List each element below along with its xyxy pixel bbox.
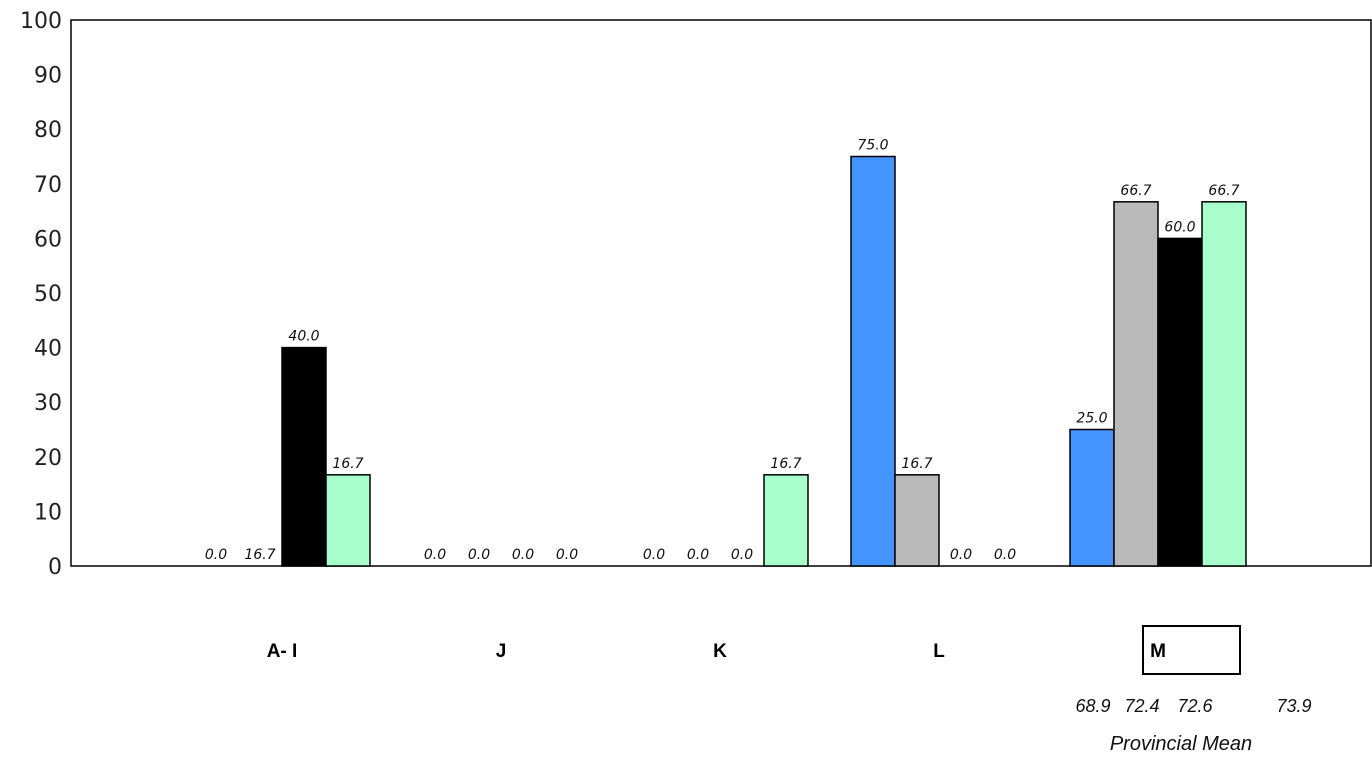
category-label: J bbox=[496, 641, 507, 662]
bar bbox=[850, 155, 896, 567]
provincial-mean-values: 68.9 72.4 72.6 73.9 bbox=[1075, 696, 1311, 716]
data-label: 75.0 bbox=[857, 138, 888, 154]
category-labels-group: A- I J K L M bbox=[267, 641, 1166, 662]
y-tick-label: 40 bbox=[34, 337, 62, 362]
y-tick-label: 30 bbox=[34, 391, 62, 416]
data-label: 40.0 bbox=[288, 329, 319, 345]
y-tick-label: 90 bbox=[34, 64, 62, 89]
y-tick-label: 80 bbox=[34, 118, 62, 143]
bar bbox=[894, 474, 940, 567]
category-label: L bbox=[933, 641, 945, 662]
data-label: 0.0 bbox=[205, 547, 227, 563]
y-tick-label: 0 bbox=[48, 555, 62, 580]
data-label: 16.7 bbox=[901, 456, 932, 472]
provincial-mean-label: Provincial Mean bbox=[1110, 733, 1252, 755]
y-tick-label: 10 bbox=[34, 500, 62, 525]
category-label: M bbox=[1150, 641, 1166, 662]
provincial-mean-value: 73.9 bbox=[1276, 696, 1311, 716]
data-label: 0.0 bbox=[731, 547, 753, 563]
bar bbox=[763, 474, 809, 567]
provincial-mean-value: 72.6 bbox=[1177, 696, 1213, 716]
category-label: A- I bbox=[267, 641, 298, 662]
data-label: 0.0 bbox=[556, 547, 578, 563]
bar bbox=[1069, 428, 1115, 567]
data-label: 16.7 bbox=[332, 456, 363, 472]
data-label: 0.0 bbox=[512, 547, 534, 563]
data-label: 0.0 bbox=[643, 547, 665, 563]
provincial-mean-value: 72.4 bbox=[1124, 696, 1159, 716]
bar bbox=[325, 474, 371, 567]
y-tick-label: 50 bbox=[34, 282, 62, 307]
y-tick-label: 60 bbox=[34, 227, 62, 252]
data-label: 66.7 bbox=[1120, 183, 1151, 199]
provincial-mean-value: 68.9 bbox=[1075, 696, 1110, 716]
data-label: 0.0 bbox=[687, 547, 709, 563]
bar bbox=[1201, 201, 1247, 567]
data-label: 60.0 bbox=[1164, 219, 1195, 235]
bars-group bbox=[281, 155, 1247, 567]
y-tick-label: 20 bbox=[34, 446, 62, 471]
data-label: 66.7 bbox=[1208, 183, 1239, 199]
data-label: 25.0 bbox=[1076, 411, 1107, 427]
y-tick-label: 70 bbox=[34, 173, 62, 198]
y-axis-ticks: 0 10 20 30 40 50 60 70 80 90 100 bbox=[20, 9, 62, 580]
data-label: 0.0 bbox=[994, 547, 1016, 563]
bar bbox=[281, 346, 327, 567]
data-labels-group: 0.0 16.7 40.0 16.7 0.0 0.0 0.0 0.0 0.0 0.0 0.0 16.7… bbox=[205, 138, 1240, 564]
bar bbox=[1113, 201, 1159, 567]
data-label: 0.0 bbox=[468, 547, 490, 563]
data-label: 16.7 bbox=[244, 547, 275, 563]
y-tick-label: 100 bbox=[20, 9, 62, 34]
data-label: 16.7 bbox=[770, 456, 801, 472]
data-label: 0.0 bbox=[950, 547, 972, 563]
bar bbox=[1157, 237, 1203, 567]
highlighted-category-box bbox=[1142, 625, 1241, 675]
category-label: K bbox=[713, 641, 727, 662]
data-label: 0.0 bbox=[424, 547, 446, 563]
